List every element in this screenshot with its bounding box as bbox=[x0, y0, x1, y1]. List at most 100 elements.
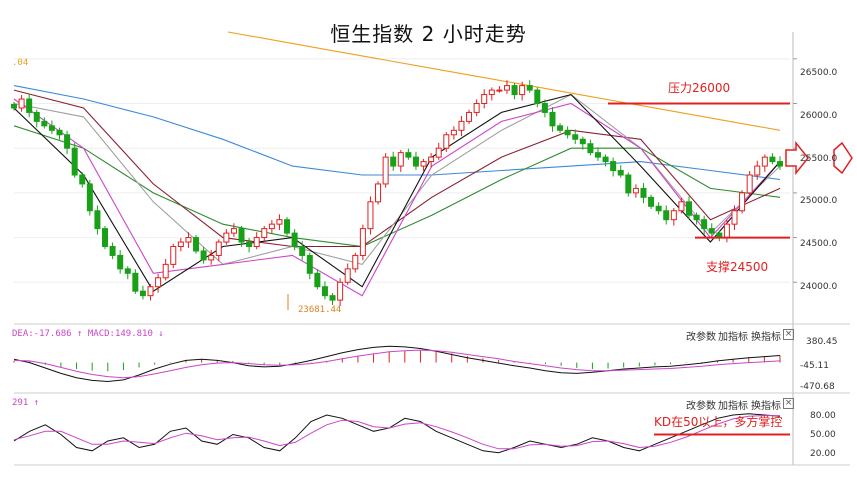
candle-body bbox=[420, 161, 427, 167]
candle-body bbox=[655, 205, 662, 212]
candle-body bbox=[329, 295, 336, 301]
candle-body bbox=[693, 214, 700, 221]
candle-body bbox=[261, 228, 268, 239]
candle-body bbox=[306, 254, 313, 274]
candle-body bbox=[777, 161, 783, 167]
candle-body bbox=[284, 219, 291, 234]
candle-body bbox=[701, 219, 708, 230]
candle-body bbox=[253, 237, 260, 247]
candle-body bbox=[564, 129, 571, 136]
support-label: 支撑24500 bbox=[706, 260, 769, 274]
candle-body bbox=[359, 228, 366, 256]
candle-body bbox=[458, 120, 465, 131]
candle-body bbox=[238, 228, 245, 243]
candle-body bbox=[367, 201, 374, 230]
macd-close-button[interactable]: × bbox=[783, 329, 794, 340]
candle-body bbox=[390, 156, 397, 167]
kd-switch-indicator-button[interactable]: 换指标 bbox=[751, 401, 781, 412]
candle-body bbox=[466, 111, 473, 122]
candle-body bbox=[648, 196, 655, 207]
candle-body bbox=[678, 201, 685, 212]
kd-tick: 80.00 bbox=[810, 411, 836, 421]
macd-add-indicator-button[interactable]: 加指标 bbox=[718, 332, 748, 343]
macd-tick: 380.45 bbox=[806, 337, 838, 347]
candle-body bbox=[632, 187, 639, 194]
macd-tick: -470.68 bbox=[800, 382, 835, 392]
candle-body bbox=[299, 246, 306, 256]
macd-tick: -45.11 bbox=[800, 361, 830, 371]
candle-body bbox=[246, 241, 253, 247]
ma-line-black bbox=[13, 93, 781, 292]
candle-body bbox=[594, 152, 601, 158]
candle-body bbox=[337, 281, 344, 301]
candle-body bbox=[124, 268, 131, 274]
candle-body bbox=[155, 277, 162, 288]
moving-averages bbox=[13, 31, 781, 297]
kd-legend: 291 ↑ bbox=[12, 398, 40, 408]
candle-body bbox=[549, 111, 556, 127]
candle-body bbox=[71, 147, 78, 176]
y-tick: 24000.0 bbox=[800, 282, 838, 292]
candle-body bbox=[162, 263, 169, 279]
candle-body bbox=[26, 98, 33, 113]
arrows bbox=[785, 140, 853, 176]
candle-body bbox=[291, 232, 298, 247]
macd-legend: DEA:-17.686 ↑ MACD:149.810 ↓ bbox=[12, 329, 164, 339]
candle-body bbox=[86, 183, 93, 212]
candle-body bbox=[723, 223, 730, 239]
candle-body bbox=[117, 254, 124, 270]
candle-body bbox=[33, 111, 40, 122]
candle-body bbox=[215, 241, 222, 256]
kd-note: KD在50以上，多方掌控 bbox=[654, 415, 783, 429]
candle-body bbox=[382, 156, 389, 185]
y-tick: 24500.0 bbox=[800, 239, 838, 249]
candle-body bbox=[185, 237, 192, 243]
candle-body bbox=[193, 237, 200, 252]
candle-body bbox=[200, 250, 207, 261]
kd-modify-params-button[interactable]: 改参数 bbox=[686, 401, 716, 412]
candle-body bbox=[397, 152, 404, 167]
resistance-label: 压力26000 bbox=[668, 81, 731, 95]
right-arrow-icon bbox=[785, 140, 809, 176]
candle-body bbox=[109, 246, 116, 256]
candle-body bbox=[503, 85, 510, 91]
candle-body bbox=[670, 210, 677, 221]
candle-body bbox=[443, 134, 450, 149]
kd-k-line bbox=[13, 413, 781, 454]
ma-line-blue bbox=[13, 85, 781, 181]
candle-body bbox=[177, 241, 184, 247]
kd-tick: 50.00 bbox=[810, 430, 836, 440]
candle-body bbox=[18, 98, 25, 109]
candle-body bbox=[557, 125, 564, 131]
candle-body bbox=[223, 232, 230, 243]
candle-body bbox=[473, 103, 480, 113]
candle-body bbox=[147, 286, 154, 297]
candle-body bbox=[541, 103, 548, 113]
candle-body bbox=[132, 272, 139, 292]
candle-body bbox=[412, 156, 419, 167]
candle-body bbox=[11, 103, 17, 109]
kd-add-indicator-button[interactable]: 加指标 bbox=[718, 401, 748, 412]
candlesticks bbox=[11, 80, 783, 307]
macd-modify-params-button[interactable]: 改参数 bbox=[686, 332, 716, 343]
candle-body bbox=[428, 156, 435, 163]
candle-body bbox=[450, 129, 457, 136]
kd-close-button[interactable]: × bbox=[783, 398, 794, 409]
candle-body bbox=[746, 174, 753, 194]
y-tick: 26500.0 bbox=[800, 68, 838, 78]
chart-title: 恒生指数 2 小时走势 bbox=[330, 22, 527, 46]
candle-body bbox=[708, 228, 715, 234]
right-arrow-icon bbox=[833, 141, 853, 175]
candle-body bbox=[344, 268, 351, 283]
candle-body bbox=[79, 174, 86, 185]
candle-body bbox=[579, 138, 586, 145]
candle-body bbox=[321, 286, 328, 297]
macd-switch-indicator-button[interactable]: 换指标 bbox=[751, 332, 781, 343]
candle-body bbox=[170, 246, 177, 265]
candle-body bbox=[526, 85, 533, 91]
candle-body bbox=[572, 134, 579, 140]
candle-body bbox=[496, 89, 503, 92]
candle-body bbox=[48, 125, 55, 131]
y-tick: 25000.0 bbox=[800, 196, 838, 206]
